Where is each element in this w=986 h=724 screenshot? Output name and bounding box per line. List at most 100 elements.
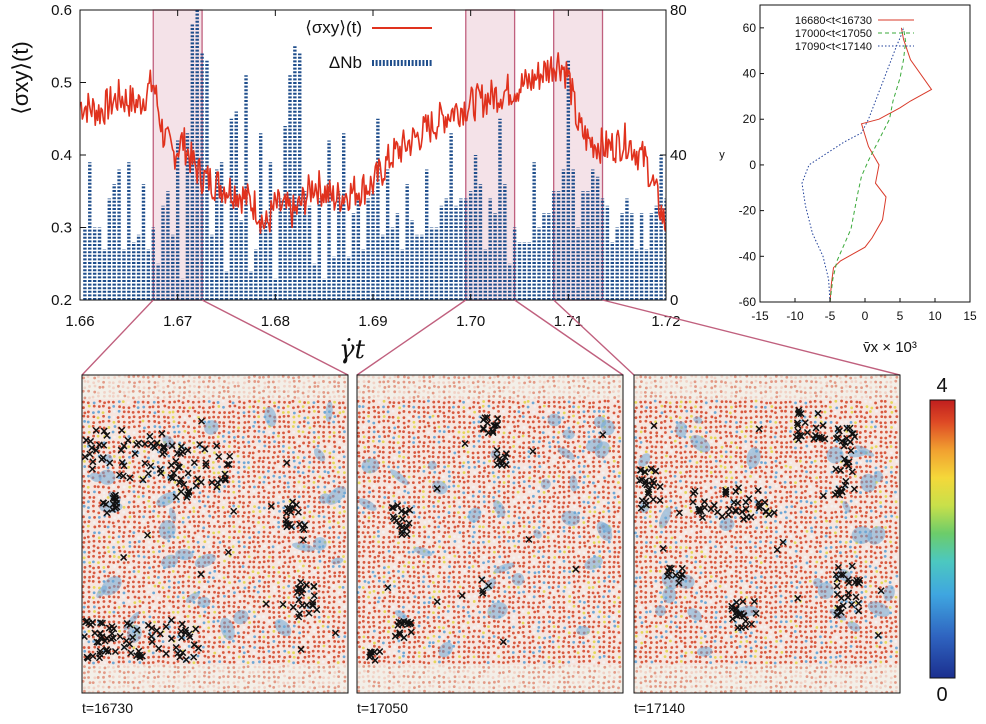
particle <box>237 484 241 488</box>
particle <box>317 681 321 685</box>
particle <box>521 415 525 419</box>
particle <box>331 456 335 460</box>
particle <box>502 445 506 449</box>
particle <box>447 461 451 464</box>
particle <box>172 675 176 679</box>
particle <box>307 636 311 640</box>
particle <box>202 526 206 530</box>
particle <box>486 465 490 468</box>
particle <box>402 416 406 420</box>
particle <box>163 426 166 429</box>
particle <box>573 471 577 475</box>
particle <box>272 650 276 654</box>
particle <box>532 386 535 390</box>
particle <box>212 401 216 405</box>
particle <box>282 659 285 663</box>
particle <box>136 406 140 410</box>
cross-mark <box>89 458 97 466</box>
particle <box>152 645 156 648</box>
particle <box>298 575 301 578</box>
particle <box>302 375 305 378</box>
particle <box>142 565 146 569</box>
particle <box>322 520 326 524</box>
particle <box>338 446 341 450</box>
cross-mark <box>310 583 318 591</box>
particle <box>338 411 342 415</box>
particle <box>308 686 312 689</box>
particle <box>402 430 405 434</box>
particle <box>362 425 366 429</box>
particle <box>203 385 207 389</box>
particle <box>277 589 281 593</box>
particle <box>482 450 486 454</box>
particle <box>283 379 287 383</box>
particle <box>102 380 105 384</box>
particle <box>513 415 517 419</box>
particle <box>443 396 447 400</box>
particle <box>247 555 251 559</box>
cross-mark <box>103 431 111 439</box>
particle <box>282 435 286 439</box>
particle <box>151 546 155 550</box>
particle <box>543 401 547 404</box>
particle <box>237 561 241 565</box>
particle <box>501 409 505 413</box>
particle <box>207 606 210 609</box>
particle <box>207 655 210 659</box>
particle <box>487 471 491 475</box>
particle <box>191 666 195 670</box>
particle <box>558 375 561 379</box>
particle <box>273 690 277 693</box>
particle <box>127 614 131 618</box>
particle <box>276 545 280 549</box>
particle <box>312 521 315 524</box>
particle <box>597 470 601 474</box>
particle <box>428 380 432 383</box>
particle <box>316 384 320 388</box>
particle <box>252 490 256 493</box>
particle <box>198 491 202 495</box>
particle <box>151 690 155 693</box>
particle <box>196 456 200 459</box>
particle <box>592 379 596 383</box>
particle <box>252 535 256 539</box>
particle <box>176 409 180 413</box>
soft-domain <box>194 553 216 568</box>
particle <box>267 466 271 470</box>
particle <box>497 430 500 434</box>
particle <box>177 430 181 434</box>
particle <box>248 581 252 585</box>
particle <box>602 395 606 399</box>
particle <box>277 650 281 654</box>
particle <box>467 435 470 439</box>
particle <box>323 605 327 609</box>
particle <box>197 515 200 519</box>
particle <box>616 460 620 464</box>
particle <box>518 476 521 479</box>
particle <box>302 485 306 489</box>
particle <box>337 450 341 454</box>
particle <box>147 656 150 659</box>
particle <box>147 671 151 675</box>
particle <box>616 464 620 468</box>
particle <box>226 390 230 393</box>
particle <box>247 414 251 418</box>
particle <box>617 450 621 454</box>
particle <box>308 461 312 464</box>
cross-mark <box>118 426 126 434</box>
particle <box>442 455 446 459</box>
particle <box>123 630 127 633</box>
particle <box>542 375 546 379</box>
particle <box>317 410 321 414</box>
particle <box>342 476 346 479</box>
particle <box>242 590 246 594</box>
particle <box>126 675 130 679</box>
particle <box>257 506 261 510</box>
particle <box>128 541 132 544</box>
particle <box>117 655 121 659</box>
particle <box>142 410 146 414</box>
particle <box>263 444 267 448</box>
particle <box>121 539 125 543</box>
particle <box>366 449 370 453</box>
particle <box>236 510 240 514</box>
